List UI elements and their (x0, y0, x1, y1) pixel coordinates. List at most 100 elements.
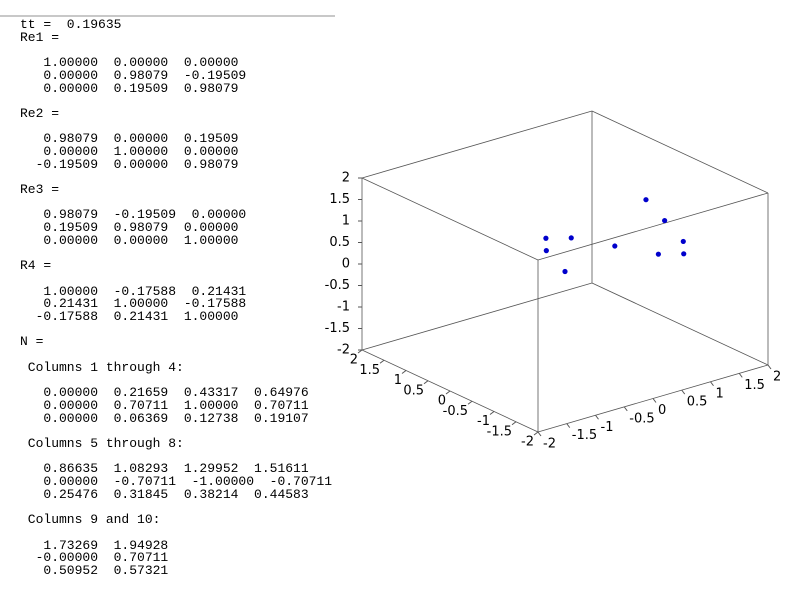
y-tick (379, 359, 385, 364)
console-block: Columns 9 and 10: (20, 512, 332, 528)
y-tick-label: 1 (394, 373, 402, 388)
point (612, 243, 618, 249)
point (568, 235, 574, 241)
console-block: Re3 = (20, 182, 332, 198)
console-line: 0.98079 -0.19509 0.00000 (20, 207, 247, 223)
console-line: 0.98079 0.00000 0.19509 (20, 131, 239, 147)
console-block: 0.00000 0.21659 0.43317 0.64976 0.00000 … (20, 385, 332, 426)
console-line: 0.00000 0.00000 1.00000 (20, 232, 239, 248)
x-tick-label: -1.5 (572, 428, 597, 443)
x-tick (767, 364, 772, 370)
console-line: 0.00000 0.19509 0.98079 (20, 80, 239, 96)
point (681, 251, 687, 257)
box-edge (361, 282, 593, 351)
console-line: 0.25476 0.31845 0.38214 0.44583 (20, 486, 309, 502)
console-block: Re2 = (20, 107, 332, 121)
x-tick (623, 406, 628, 412)
z-tick-label: 2 (342, 171, 350, 186)
console-line: N = (20, 334, 44, 350)
console-line: Columns 1 through 4: (20, 359, 184, 375)
console-line: Columns 9 and 10: (20, 512, 161, 528)
window-edge (0, 15, 335, 17)
point (662, 217, 668, 224)
console-line: 1.73269 1.94928 (20, 537, 169, 553)
point (643, 197, 649, 203)
console-block: R4 = (20, 258, 332, 274)
y-tick-label: 2 (350, 353, 358, 368)
x-tick-label: -1 (601, 420, 614, 435)
x-tick (710, 381, 714, 387)
point (562, 268, 568, 275)
y-tick-label: 0 (438, 394, 446, 409)
box-edge (361, 110, 593, 179)
z-tick-label: -0.5 (325, 278, 350, 293)
point (680, 238, 686, 245)
y-tick-label: 0.5 (403, 383, 424, 398)
x-tick-label: 2 (773, 370, 781, 385)
console-line: -0.19509 0.00000 0.98079 (20, 156, 239, 172)
x-tick-label: 1.5 (744, 378, 765, 393)
console-line: 1.00000 0.00000 0.00000 (20, 55, 239, 71)
console-block: 1.73269 1.94928 -0.00000 0.70711 0.50952… (20, 537, 332, 579)
console-line: 0.00000 -0.70711 -1.00000 -0.70711 (20, 474, 333, 490)
x-tick (566, 423, 571, 428)
console-line: -0.17588 0.21431 1.00000 (20, 309, 239, 325)
z-tick-label: -2 (337, 343, 350, 358)
y-tick (423, 380, 429, 385)
x-tick (652, 398, 657, 403)
console-line: 0.21431 1.00000 -0.17588 (20, 296, 247, 312)
console-line: 0.86635 1.08293 1.29952 1.51611 (20, 461, 309, 477)
console-line: Re1 = (20, 29, 60, 45)
x-tick (681, 389, 686, 395)
console-line: 0.00000 0.70711 1.00000 0.70711 (20, 397, 309, 413)
y-tick-label: -2 (521, 435, 534, 450)
box-edge (361, 177, 539, 261)
console-block: 0.86635 1.08293 1.29952 1.51611 0.00000 … (20, 463, 332, 501)
box-edge (537, 192, 769, 261)
console-line: 0.00000 0.06369 0.12738 0.19107 (20, 410, 309, 426)
console-line: 0.00000 1.00000 0.00000 (20, 143, 239, 159)
point (655, 251, 661, 257)
point (543, 235, 549, 241)
x-tick (595, 414, 599, 420)
y-tick (445, 390, 451, 395)
x-tick (537, 431, 542, 437)
y-tick (489, 411, 495, 415)
console-line: 0.00000 0.21659 0.43317 0.64976 (20, 385, 309, 401)
console-line: R4 = (20, 258, 52, 274)
x-tick-label: 0 (658, 403, 666, 418)
y-tick-label: -1 (477, 414, 490, 429)
z-tick-label: -1.5 (325, 321, 350, 336)
z-tick-label: 0.5 (329, 235, 350, 250)
console-line: 0.00000 0.98079 -0.19509 (20, 67, 247, 83)
box-edge (591, 282, 769, 366)
x-tick (738, 373, 743, 378)
box-edge (591, 110, 769, 194)
console-block: Columns 1 through 4: (20, 359, 332, 375)
y-tick (467, 400, 473, 405)
x-tick-label: -2 (543, 437, 556, 452)
console-output: tt = 0.19635 Re1 = 1.00000 0.00000 0.0000… (20, 17, 332, 590)
z-tick-label: -1 (337, 300, 350, 315)
z-tick-label: 1.5 (329, 192, 350, 207)
console-line: 0.50952 0.57321 (20, 563, 169, 579)
console-block: 1.00000 0.00000 0.00000 0.00000 0.98079 … (20, 55, 332, 96)
console-block: 0.98079 -0.19509 0.00000 0.19509 0.98079… (20, 209, 332, 247)
console-line: tt = 0.19635 (20, 17, 122, 32)
console-line: 0.19509 0.98079 0.00000 (20, 220, 239, 236)
console-block: 1.00000 -0.17588 0.21431 0.21431 1.00000… (20, 285, 332, 325)
x-tick-label: 0.5 (687, 395, 708, 410)
y-tick (511, 421, 517, 426)
console-line: Columns 5 through 8: (20, 436, 184, 452)
console-block: N = (20, 336, 332, 349)
y-tick (533, 431, 539, 436)
console-block: tt = 0.19635 Re1 = (20, 17, 332, 45)
x-tick-label: -0.5 (629, 411, 654, 426)
z-tick-label: 1 (342, 214, 350, 229)
console-block: 0.98079 0.00000 0.19509 0.00000 1.00000 … (20, 131, 332, 172)
console-line: Re3 = (20, 182, 60, 198)
console-block: Columns 5 through 8: (20, 436, 332, 452)
y-tick-label: -0.5 (443, 404, 468, 419)
